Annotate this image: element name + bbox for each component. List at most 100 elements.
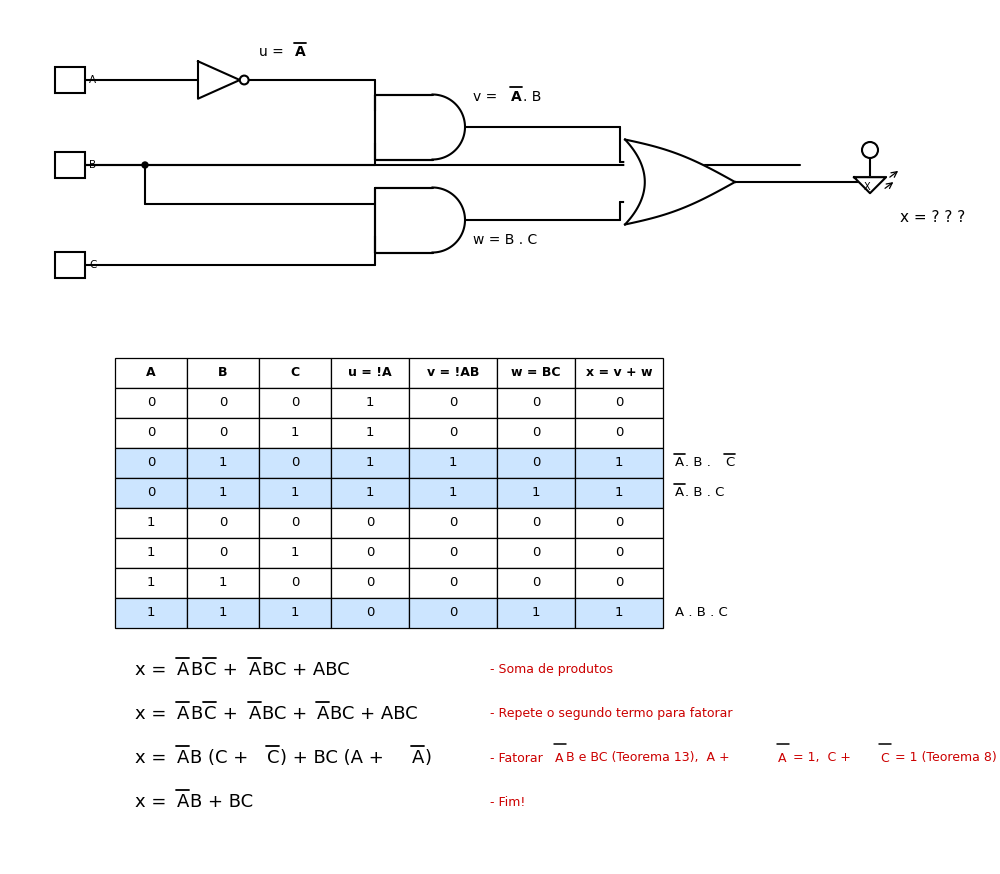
Bar xyxy=(115,358,187,388)
Text: B: B xyxy=(218,366,228,379)
Bar xyxy=(187,598,259,628)
Text: A: A xyxy=(778,752,786,765)
Circle shape xyxy=(240,75,249,85)
Bar xyxy=(115,478,187,508)
Bar xyxy=(497,568,575,598)
Bar xyxy=(409,478,497,508)
Bar xyxy=(259,448,331,478)
Text: B e BC (Teorema 13),  A +: B e BC (Teorema 13), A + xyxy=(566,752,734,765)
Bar xyxy=(187,388,259,418)
Circle shape xyxy=(142,162,148,168)
Bar xyxy=(575,598,663,628)
Text: A: A xyxy=(675,487,684,500)
Bar xyxy=(409,388,497,418)
Text: - Repete o segundo termo para fatorar: - Repete o segundo termo para fatorar xyxy=(490,707,732,720)
Bar xyxy=(575,358,663,388)
Text: 1: 1 xyxy=(366,427,374,440)
Text: 0: 0 xyxy=(291,577,299,589)
Bar xyxy=(575,478,663,508)
Text: x =: x = xyxy=(135,661,172,679)
Polygon shape xyxy=(432,94,465,159)
Text: 1: 1 xyxy=(532,487,540,500)
Text: x =: x = xyxy=(135,749,172,767)
Text: - Soma de produtos: - Soma de produtos xyxy=(490,663,613,676)
Bar xyxy=(187,538,259,568)
Bar xyxy=(409,508,497,538)
Text: 0: 0 xyxy=(366,546,374,559)
Text: 1: 1 xyxy=(366,456,374,469)
Bar xyxy=(331,538,409,568)
Text: 0: 0 xyxy=(615,577,623,589)
Bar xyxy=(187,418,259,448)
Text: 0: 0 xyxy=(449,607,457,620)
Text: 1: 1 xyxy=(219,607,227,620)
Text: +: + xyxy=(217,705,244,723)
Text: 1: 1 xyxy=(615,607,623,620)
Text: 0: 0 xyxy=(291,456,299,469)
Bar xyxy=(575,418,663,448)
Bar xyxy=(115,538,187,568)
Text: w = B . C: w = B . C xyxy=(473,233,537,247)
Text: A: A xyxy=(177,793,189,811)
Text: C: C xyxy=(267,749,280,767)
Text: A . B . C: A . B . C xyxy=(675,607,728,620)
Bar xyxy=(115,448,187,478)
Text: 0: 0 xyxy=(532,427,540,440)
Text: x =: x = xyxy=(135,793,172,811)
Text: 0: 0 xyxy=(449,546,457,559)
Text: C: C xyxy=(89,260,96,270)
Bar xyxy=(259,598,331,628)
Text: x =: x = xyxy=(135,705,172,723)
Text: 0: 0 xyxy=(532,456,540,469)
Text: 0: 0 xyxy=(366,577,374,589)
Text: 0: 0 xyxy=(615,546,623,559)
Text: 0: 0 xyxy=(615,517,623,530)
Text: 1: 1 xyxy=(366,397,374,410)
Text: X: X xyxy=(864,182,870,192)
Bar xyxy=(187,358,259,388)
Bar xyxy=(55,152,85,178)
Text: A: A xyxy=(89,75,96,85)
Text: = 1 (Teorema 8): = 1 (Teorema 8) xyxy=(891,752,997,765)
Bar xyxy=(331,388,409,418)
Bar xyxy=(115,508,187,538)
Text: A: A xyxy=(146,366,156,379)
Text: 0: 0 xyxy=(615,397,623,410)
Bar xyxy=(409,358,497,388)
Bar xyxy=(409,568,497,598)
Text: 1: 1 xyxy=(615,456,623,469)
Text: x = v + w: x = v + w xyxy=(586,366,652,379)
Text: 0: 0 xyxy=(291,397,299,410)
Bar xyxy=(55,252,85,278)
Text: 0: 0 xyxy=(219,427,227,440)
Text: 0: 0 xyxy=(532,517,540,530)
Text: C: C xyxy=(204,705,216,723)
Text: A: A xyxy=(412,749,424,767)
Bar xyxy=(409,598,497,628)
Text: A: A xyxy=(177,661,189,679)
Bar xyxy=(497,388,575,418)
Text: A: A xyxy=(177,749,189,767)
Bar xyxy=(259,508,331,538)
Text: 1: 1 xyxy=(147,517,155,530)
Text: . B . C: . B . C xyxy=(685,487,724,500)
Text: 1: 1 xyxy=(449,456,457,469)
Text: 1: 1 xyxy=(291,546,299,559)
Text: A: A xyxy=(249,705,261,723)
Bar xyxy=(259,358,331,388)
Text: 0: 0 xyxy=(219,517,227,530)
Text: 0: 0 xyxy=(147,427,155,440)
Bar xyxy=(331,478,409,508)
Text: - Fatorar: - Fatorar xyxy=(490,752,547,765)
Text: . B .: . B . xyxy=(685,456,715,469)
Text: A: A xyxy=(675,456,684,469)
Text: BC + ABC: BC + ABC xyxy=(330,705,418,723)
Text: ) + BC (A +: ) + BC (A + xyxy=(280,749,390,767)
Bar xyxy=(259,478,331,508)
Text: 0: 0 xyxy=(147,397,155,410)
Bar xyxy=(187,448,259,478)
Text: w = BC: w = BC xyxy=(511,366,561,379)
Bar xyxy=(115,568,187,598)
Text: +: + xyxy=(217,661,244,679)
Bar xyxy=(497,358,575,388)
